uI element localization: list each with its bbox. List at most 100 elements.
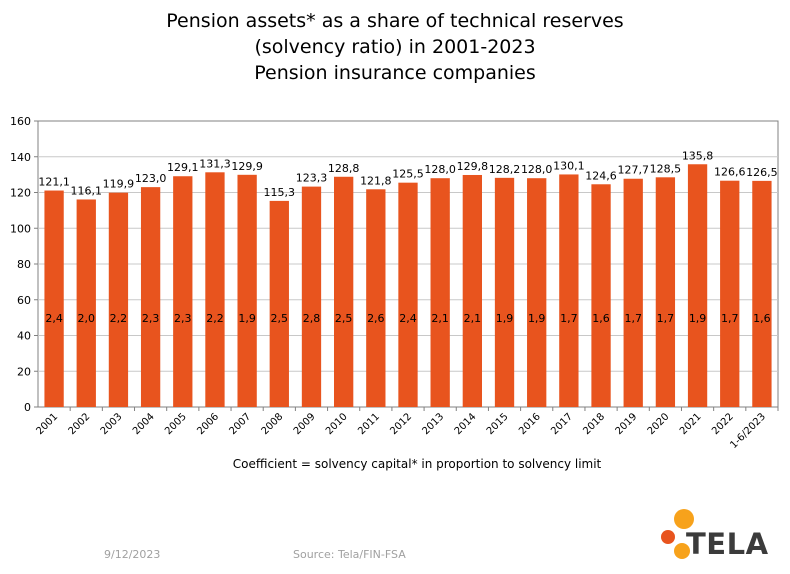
x-tick-label: 2020 bbox=[646, 411, 672, 437]
coefficient-label: 2,3 bbox=[174, 312, 192, 325]
x-tick-label: 2006 bbox=[195, 411, 221, 437]
coefficient-label: 1,9 bbox=[689, 312, 707, 325]
y-tick-label: 140 bbox=[10, 151, 31, 164]
value-label: 123,3 bbox=[296, 172, 328, 185]
bar bbox=[205, 172, 225, 407]
y-tick-label: 160 bbox=[10, 115, 31, 128]
bar bbox=[430, 178, 450, 407]
value-label: 124,6 bbox=[585, 169, 617, 182]
coefficient-label: 2,5 bbox=[335, 312, 353, 325]
x-tick-label: 2018 bbox=[581, 411, 607, 437]
chart-title: Pension assets* as a share of technical … bbox=[0, 8, 790, 86]
x-tick-label: 2001 bbox=[34, 411, 60, 437]
value-label: 116,1 bbox=[71, 184, 103, 197]
x-tick-label: 1-6/2023 bbox=[728, 411, 768, 451]
title-line-2: (solvency ratio) in 2001-2023 bbox=[254, 36, 536, 58]
coefficient-label: 2,8 bbox=[303, 312, 321, 325]
bar bbox=[462, 174, 482, 407]
bar bbox=[140, 187, 161, 407]
x-tick-label: 2004 bbox=[131, 411, 157, 437]
value-label: 119,9 bbox=[103, 178, 135, 191]
x-tick-label: 2021 bbox=[678, 411, 704, 437]
value-label: 129,1 bbox=[167, 161, 199, 174]
bar bbox=[591, 184, 611, 407]
x-tick-label: 2012 bbox=[388, 411, 414, 437]
coefficient-label: 2,6 bbox=[367, 312, 385, 325]
bar bbox=[494, 177, 515, 407]
bar bbox=[108, 192, 129, 407]
coefficient-label: 2,5 bbox=[271, 312, 289, 325]
value-label: 128,2 bbox=[489, 163, 521, 176]
coefficient-label: 1,7 bbox=[721, 312, 739, 325]
bar bbox=[687, 164, 708, 407]
bar bbox=[44, 190, 64, 407]
bar bbox=[301, 186, 322, 407]
bar bbox=[76, 199, 96, 407]
x-tick-label: 2007 bbox=[227, 411, 253, 437]
y-tick-label: 0 bbox=[24, 401, 31, 414]
x-tick-label: 2008 bbox=[260, 411, 286, 437]
value-label: 121,1 bbox=[38, 176, 70, 189]
coefficient-label: 1,9 bbox=[528, 312, 546, 325]
y-tick-label: 20 bbox=[17, 365, 31, 378]
coefficient-note: Coefficient = solvency capital* in propo… bbox=[232, 457, 602, 471]
bar bbox=[527, 178, 547, 407]
y-tick-label: 60 bbox=[17, 294, 31, 307]
x-tick-label: 2017 bbox=[549, 411, 575, 437]
bar bbox=[752, 180, 772, 407]
coefficient-label: 2,3 bbox=[142, 312, 160, 325]
x-tick-label: 2015 bbox=[485, 411, 511, 437]
x-tick-label: 2011 bbox=[356, 411, 382, 437]
value-label: 130,1 bbox=[553, 159, 585, 172]
x-tick-label: 2014 bbox=[453, 411, 479, 437]
coefficient-label: 1,6 bbox=[592, 312, 610, 325]
coefficient-label: 1,7 bbox=[624, 312, 642, 325]
coefficient-label: 1,9 bbox=[238, 312, 256, 325]
tela-logo-text: TELA bbox=[686, 527, 769, 561]
value-label: 126,5 bbox=[746, 166, 778, 179]
title-line-3: Pension insurance companies bbox=[254, 62, 536, 84]
value-label: 121,8 bbox=[360, 174, 392, 187]
tela-logo: TELA bbox=[656, 507, 769, 567]
coefficient-label: 1,7 bbox=[657, 312, 675, 325]
x-tick-label: 2016 bbox=[517, 411, 543, 437]
value-label: 129,8 bbox=[457, 160, 489, 173]
bar bbox=[623, 178, 643, 407]
bar bbox=[720, 180, 740, 407]
x-tick-label: 2002 bbox=[67, 411, 93, 437]
x-tick-label: 2010 bbox=[324, 411, 350, 437]
coefficient-label: 2,1 bbox=[464, 312, 482, 325]
coefficient-label: 2,0 bbox=[78, 312, 96, 325]
x-tick-label: 2019 bbox=[614, 411, 640, 437]
value-label: 135,8 bbox=[682, 149, 714, 162]
coefficient-label: 2,2 bbox=[110, 312, 128, 325]
value-label: 128,8 bbox=[328, 162, 360, 175]
bar bbox=[269, 200, 289, 407]
x-tick-label: 2013 bbox=[421, 411, 447, 437]
bar bbox=[173, 176, 193, 407]
footer-date: 9/12/2023 bbox=[104, 548, 161, 561]
value-label: 126,6 bbox=[714, 166, 746, 179]
y-tick-label: 120 bbox=[10, 187, 31, 200]
value-label: 115,3 bbox=[264, 186, 296, 199]
value-label: 123,0 bbox=[135, 172, 167, 185]
footer-source: Source: Tela/FIN-FSA bbox=[293, 548, 406, 561]
coefficient-label: 2,4 bbox=[45, 312, 63, 325]
coefficient-label: 1,6 bbox=[753, 312, 771, 325]
value-label: 128,0 bbox=[424, 163, 456, 176]
value-label: 131,3 bbox=[199, 157, 231, 170]
bar bbox=[398, 182, 418, 407]
x-tick-label: 2022 bbox=[710, 411, 736, 437]
tela-logo-mark bbox=[661, 509, 694, 559]
coefficient-label: 1,9 bbox=[496, 312, 514, 325]
bar bbox=[334, 176, 354, 407]
y-tick-label: 40 bbox=[17, 330, 31, 343]
bar bbox=[655, 177, 676, 407]
bar-chart: 0 20 40 60 80 100 120 140 160 121,1 2,4 2001 116,1 2,… bbox=[10, 115, 779, 451]
value-label: 128,0 bbox=[521, 163, 553, 176]
coefficient-label: 2,4 bbox=[399, 312, 417, 325]
coefficient-label: 1,7 bbox=[560, 312, 578, 325]
value-label: 128,5 bbox=[650, 162, 682, 175]
y-tick-label: 80 bbox=[17, 258, 31, 271]
coefficient-label: 2,2 bbox=[206, 312, 224, 325]
